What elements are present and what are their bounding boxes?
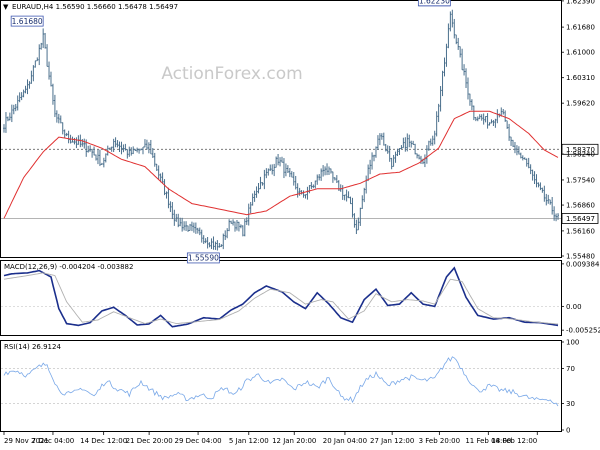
macd-tick-label: 0.009384 [566, 260, 600, 268]
price-tick-label: 1.56860 [566, 202, 595, 210]
price-tick-label: 1.57540 [566, 176, 595, 184]
rsi-layer [1, 356, 561, 407]
price-panel-frame [0, 0, 562, 258]
time-tick-label: 21 Dec 20:00 [126, 437, 173, 445]
macd-tick-label: -0.005252 [566, 327, 600, 335]
price-tag-label: 1.56497 [566, 215, 595, 223]
time-tick-label: 14 Dec 12:00 [80, 437, 127, 445]
macd-tick-label: 0.00 [566, 303, 582, 311]
header-arrow: ▼ [3, 3, 9, 11]
axis-layer: 1.62390 1.61680 1.61000 1.60310 1.59620 1.583… [3, 0, 600, 445]
price-tick-label: 1.55480 [566, 253, 595, 261]
time-tick-label: 5 Jan 12:00 [229, 437, 269, 445]
callout-label: 1.62230 [419, 0, 450, 6]
price-tick-label: 1.61680 [566, 24, 595, 32]
time-tick-label: 12 Jan 20:00 [272, 437, 316, 445]
price-tick-label: 1.58240 [566, 151, 595, 159]
rsi-tick-label: 100 [566, 339, 579, 347]
rsi-tick-label: 70 [566, 365, 575, 373]
moving-average-line [3, 110, 559, 219]
price-tick-label: 1.61000 [566, 49, 595, 57]
price-tick-label: 1.59620 [566, 100, 595, 108]
price-layer: 1.61680 1.62230 1.55590 [1, 0, 561, 264]
price-tag-label: 1.58370 [566, 146, 595, 154]
time-tick-label: 3 Feb 20:00 [419, 437, 460, 445]
callout-box [186, 252, 220, 264]
price-tag-box [561, 213, 599, 224]
time-tick-label: 11 Feb 04:00 [465, 437, 511, 445]
time-tick-label: 29 Nov 2021 [4, 437, 49, 445]
signal-line [3, 272, 559, 325]
rsi-header: RSI(14) 26.9124 [4, 343, 61, 351]
time-tick-label: 7 Dec 04:00 [32, 437, 75, 445]
time-tick-label: 27 Jan 12:00 [370, 437, 414, 445]
callout-label: 1.55590 [188, 254, 219, 263]
macd-header: MACD(12,26,9) -0.004204 -0.003882 [4, 263, 133, 271]
price-header: ▼ EURAUD,H4 1.56590 1.56660 1.56478 1.56… [3, 3, 178, 11]
watermark: ActionForex.com [161, 64, 302, 84]
rsi-line [3, 356, 559, 407]
callout-box [10, 15, 44, 27]
price-tag-box [561, 143, 599, 155]
callout-label: 1.61680 [12, 17, 43, 26]
time-tick-label: 20 Jan 04:00 [323, 437, 367, 445]
time-tick-label: 18 Feb 12:00 [491, 437, 537, 445]
rsi-tick-label: 0 [566, 427, 570, 435]
macd-layer [1, 266, 561, 328]
callout-box [417, 0, 451, 7]
price-tick-label: 1.56160 [566, 227, 595, 235]
rsi-tick-label: 30 [566, 400, 575, 408]
symbol-header: EURAUD,H4 1.56590 1.56660 1.56478 1.5649… [12, 3, 178, 11]
time-tick-label: 29 Dec 04:00 [175, 437, 222, 445]
macd-panel-frame [0, 260, 562, 336]
rsi-panel-frame [0, 340, 562, 432]
price-tick-label: 1.60310 [566, 74, 595, 82]
price-tick-label: 1.62390 [566, 0, 595, 5]
